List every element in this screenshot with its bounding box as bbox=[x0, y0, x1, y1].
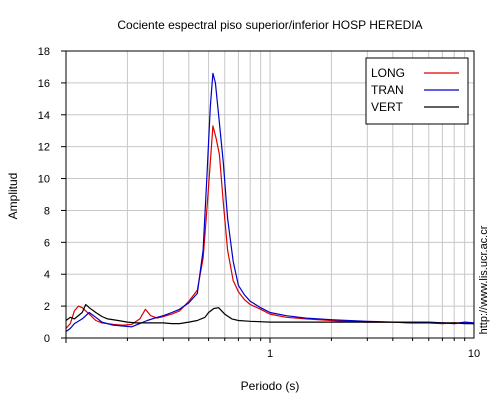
y-tick-label: 0 bbox=[44, 333, 50, 345]
y-tick-label: 8 bbox=[44, 205, 50, 217]
x-tick-label: 1 bbox=[267, 348, 273, 360]
x-tick-label: 10 bbox=[468, 348, 480, 360]
y-axis: 0 2 4 6 8 10 12 14 16 18 bbox=[38, 46, 66, 345]
legend-label-long: LONG bbox=[371, 66, 405, 80]
source-url-text: http://www.lis.ucr.ac.cr bbox=[478, 225, 490, 334]
legend: LONG TRAN VERT bbox=[365, 57, 469, 125]
y-tick-label: 18 bbox=[38, 46, 50, 58]
legend-box bbox=[365, 57, 469, 125]
x-axis: 1 10 bbox=[65, 338, 480, 360]
y-tick-label: 6 bbox=[44, 237, 50, 249]
y-tick-label: 12 bbox=[38, 142, 50, 154]
x-axis-label: Periodo (s) bbox=[241, 379, 300, 393]
y-tick-label: 16 bbox=[38, 78, 50, 90]
chart-title: Cociente espectral piso superior/inferio… bbox=[117, 18, 422, 32]
y-tick-label: 4 bbox=[44, 269, 50, 281]
y-tick-label: 2 bbox=[44, 301, 50, 313]
y-axis-label: Amplitud bbox=[6, 173, 20, 220]
series-line-tran bbox=[65, 72, 475, 333]
y-tick-label: 14 bbox=[38, 110, 50, 122]
series-layer bbox=[65, 72, 475, 333]
series-line-vert bbox=[65, 303, 474, 325]
legend-label-tran: TRAN bbox=[371, 83, 404, 97]
y-tick-label: 10 bbox=[38, 174, 50, 186]
legend-label-vert: VERT bbox=[371, 100, 403, 114]
